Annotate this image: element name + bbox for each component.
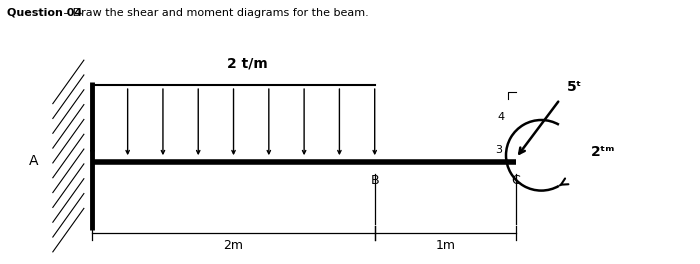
- Text: C: C: [512, 174, 520, 187]
- Text: 2m: 2m: [223, 239, 244, 252]
- Text: B: B: [370, 174, 379, 187]
- Text: 3: 3: [495, 145, 502, 155]
- Text: 1m: 1m: [435, 239, 455, 252]
- Text: – Draw the shear and moment diagrams for the beam.: – Draw the shear and moment diagrams for…: [60, 8, 368, 18]
- Text: A: A: [29, 154, 38, 168]
- Text: Question 04: Question 04: [7, 8, 83, 18]
- Text: 2ᵗᵐ: 2ᵗᵐ: [591, 145, 615, 159]
- Text: 5ᵗ: 5ᵗ: [567, 80, 582, 94]
- Text: 2 t/m: 2 t/m: [228, 56, 268, 70]
- Text: 4: 4: [498, 112, 505, 122]
